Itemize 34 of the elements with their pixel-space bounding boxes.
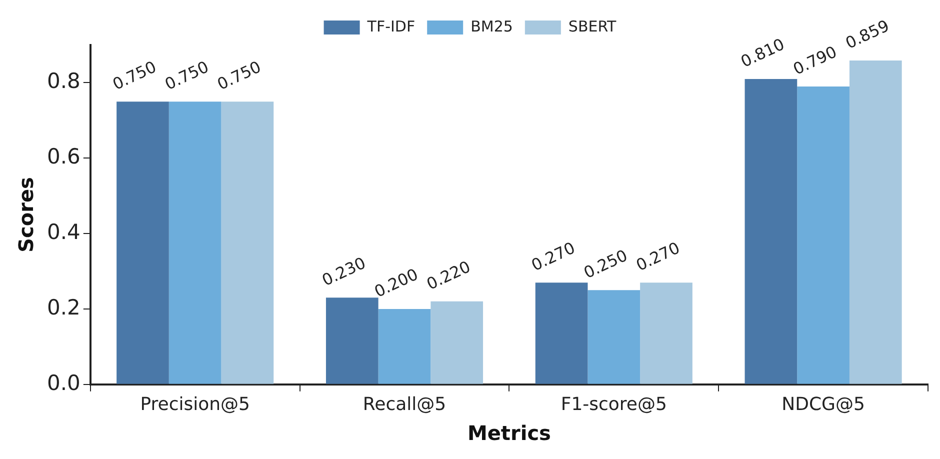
bar <box>640 282 692 384</box>
bar <box>797 86 850 384</box>
bar <box>849 60 902 384</box>
legend-label: TF-IDF <box>366 17 416 36</box>
bar <box>221 102 274 384</box>
data-label: 0.270 <box>633 238 683 275</box>
x-axis-title: Metrics <box>467 421 551 446</box>
bar <box>535 282 588 384</box>
bar <box>588 290 640 384</box>
data-label: 0.859 <box>842 16 892 53</box>
bar <box>744 78 798 384</box>
data-label: 0.750 <box>110 57 160 94</box>
data-label: 0.230 <box>319 253 369 290</box>
legend-label: BM25 <box>470 17 513 36</box>
data-label: 0.220 <box>424 256 474 294</box>
x-tick-label: F1-score@5 <box>560 394 667 415</box>
x-tick-label: NDCG@5 <box>782 394 865 415</box>
legend-label: SBERT <box>568 17 618 36</box>
y-tick-label: 0.8 <box>46 69 80 94</box>
bar <box>116 102 169 384</box>
y-tick-label: 0.0 <box>46 370 80 395</box>
bar <box>168 102 222 384</box>
y-tick-label: 0.6 <box>46 144 80 169</box>
data-label: 0.810 <box>738 34 788 72</box>
y-tick-label: 0.4 <box>46 220 80 244</box>
x-tick-label: Precision@5 <box>140 394 250 415</box>
bar <box>326 298 378 384</box>
bar <box>378 308 431 384</box>
y-axis-title: Scores <box>14 177 38 252</box>
data-label: 0.200 <box>371 264 421 302</box>
bar <box>430 301 484 384</box>
data-label: 0.790 <box>790 42 840 79</box>
y-tick-label: 0.2 <box>46 295 80 320</box>
x-tick-label: Recall@5 <box>362 394 446 415</box>
